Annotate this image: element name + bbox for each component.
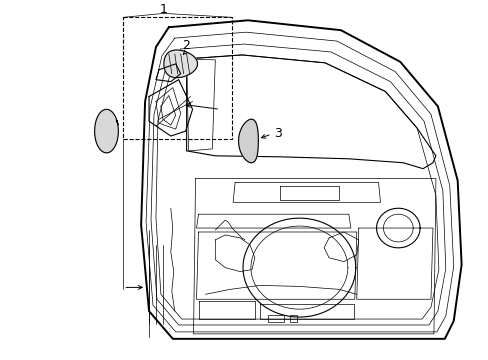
Text: 2: 2: [182, 39, 189, 51]
Polygon shape: [95, 109, 118, 153]
Text: 3: 3: [273, 127, 281, 140]
Polygon shape: [238, 119, 258, 163]
Bar: [289, 315, 297, 322]
Polygon shape: [163, 50, 197, 78]
Text: 1: 1: [160, 3, 167, 16]
Bar: [267, 315, 283, 322]
